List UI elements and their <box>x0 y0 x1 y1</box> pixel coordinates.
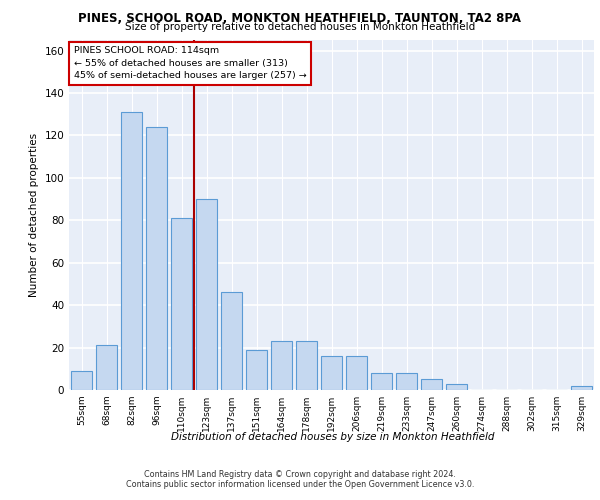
Bar <box>96 346 117 390</box>
Bar <box>71 371 92 390</box>
Text: Contains HM Land Registry data © Crown copyright and database right 2024.
Contai: Contains HM Land Registry data © Crown c… <box>126 470 474 489</box>
Bar <box>196 199 217 390</box>
Bar <box>221 292 242 390</box>
Bar <box>396 373 417 390</box>
Bar <box>121 112 142 390</box>
Bar <box>171 218 192 390</box>
Bar <box>321 356 342 390</box>
Text: PINES, SCHOOL ROAD, MONKTON HEATHFIELD, TAUNTON, TA2 8PA: PINES, SCHOOL ROAD, MONKTON HEATHFIELD, … <box>79 12 521 24</box>
Bar <box>296 341 317 390</box>
Text: Size of property relative to detached houses in Monkton Heathfield: Size of property relative to detached ho… <box>125 22 475 32</box>
Y-axis label: Number of detached properties: Number of detached properties <box>29 133 39 297</box>
Bar <box>371 373 392 390</box>
Text: Distribution of detached houses by size in Monkton Heathfield: Distribution of detached houses by size … <box>171 432 495 442</box>
Bar <box>246 350 267 390</box>
Bar <box>271 341 292 390</box>
Text: PINES SCHOOL ROAD: 114sqm
← 55% of detached houses are smaller (313)
45% of semi: PINES SCHOOL ROAD: 114sqm ← 55% of detac… <box>74 46 307 80</box>
Bar <box>421 380 442 390</box>
Bar <box>346 356 367 390</box>
Bar <box>146 127 167 390</box>
Bar <box>571 386 592 390</box>
Bar <box>446 384 467 390</box>
